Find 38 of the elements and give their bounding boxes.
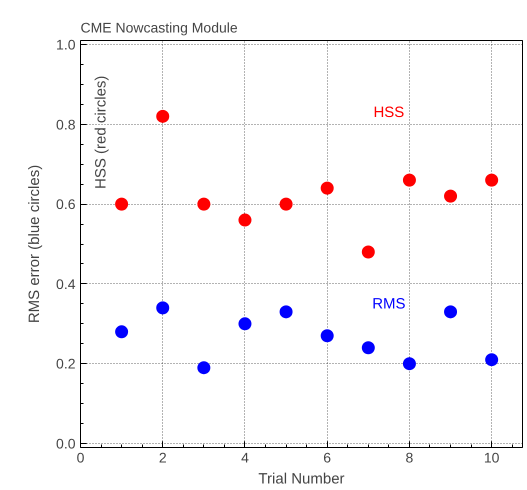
chart-title: CME Nowcasting Module [80, 20, 238, 36]
y-tick-label: 0.4 [56, 276, 76, 292]
point [485, 353, 498, 366]
y-tick-label: 0.0 [56, 436, 76, 452]
point [238, 317, 252, 330]
point [115, 198, 128, 211]
point [402, 357, 416, 370]
y-tick-label: 0.2 [56, 356, 76, 372]
x-tick-label: 6 [323, 450, 332, 466]
point [362, 245, 375, 258]
y-axis-title: RMS error (blue circles) [26, 164, 44, 324]
point [156, 110, 170, 123]
point [156, 301, 170, 314]
point [320, 182, 334, 195]
point [444, 190, 458, 203]
point [444, 305, 458, 318]
y-tick-label: 0.8 [56, 116, 76, 132]
point [362, 341, 375, 354]
point [238, 214, 252, 227]
point [320, 329, 334, 342]
point [197, 198, 210, 211]
point [115, 325, 128, 338]
annotation: HSS (red circles) [92, 76, 110, 189]
x-tick-label: 0 [76, 450, 85, 466]
y-tick-label: 1.0 [56, 36, 76, 52]
series-label: RMS [372, 295, 406, 312]
text: HSS [373, 104, 404, 121]
x-tick-label: 2 [158, 450, 167, 466]
y-tick-label: 0.6 [56, 196, 76, 212]
point [197, 361, 210, 374]
point [280, 198, 293, 211]
point [485, 174, 498, 187]
x-tick-label: 4 [241, 450, 250, 466]
point [402, 174, 416, 187]
x-axis-title: Trial Number [258, 470, 345, 488]
x-tick-label: 10 [484, 450, 500, 466]
point [280, 305, 293, 318]
x-tick-label: 8 [406, 450, 414, 466]
